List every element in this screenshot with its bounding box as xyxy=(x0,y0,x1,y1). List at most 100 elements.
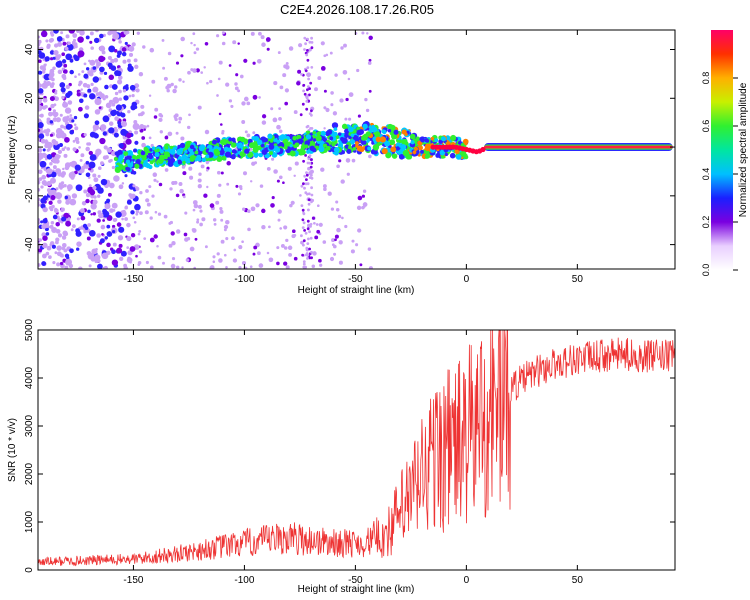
heatmap-cell xyxy=(126,58,131,63)
heatmap-cell xyxy=(352,134,359,141)
heatmap-cell xyxy=(148,136,152,140)
heatmap-cell xyxy=(125,138,132,145)
heatmap-cell xyxy=(324,130,331,137)
heatmap-cell xyxy=(250,31,255,36)
heatmap-cell xyxy=(106,224,111,229)
heatmap-x-tick-label: 0 xyxy=(464,274,470,285)
heatmap-cell xyxy=(307,157,311,161)
heatmap-cell xyxy=(206,81,209,85)
heatmap-cell xyxy=(322,184,327,189)
heatmap-cell xyxy=(218,60,223,65)
heatmap-cell xyxy=(88,184,92,187)
heatmap-cell xyxy=(118,40,122,44)
heatmap-cell xyxy=(49,207,54,212)
heatmap-cell xyxy=(138,250,143,254)
heatmap-cell xyxy=(136,101,140,105)
heatmap-cell xyxy=(205,154,210,159)
snr-y-tick-label: 3000 xyxy=(24,414,35,437)
heatmap-cell xyxy=(306,88,309,92)
heatmap-cell xyxy=(167,131,173,137)
heatmap-cell xyxy=(57,233,63,238)
heatmap-cell xyxy=(122,59,127,64)
heatmap-cell xyxy=(302,159,305,163)
heatmap-cell xyxy=(179,142,186,149)
heatmap-cell xyxy=(121,47,127,52)
heatmap-cell xyxy=(42,218,48,224)
heatmap-cell xyxy=(65,84,70,90)
heatmap-cell xyxy=(118,89,122,94)
heatmap-cell xyxy=(157,212,162,216)
heatmap-cell xyxy=(305,173,309,177)
heatmap-cell xyxy=(38,97,43,102)
heatmap-cell xyxy=(224,151,232,158)
heatmap-cell xyxy=(102,155,108,160)
heatmap-cell xyxy=(225,237,229,241)
heatmap-cell xyxy=(384,140,391,147)
heatmap-cell xyxy=(38,104,43,112)
heatmap-cell xyxy=(241,260,247,266)
heatmap-cell xyxy=(257,251,261,256)
heatmap-cell xyxy=(146,202,151,207)
heatmap-cell xyxy=(64,137,70,143)
heatmap-cell xyxy=(218,258,223,263)
heatmap-cell xyxy=(313,221,316,225)
heatmap-cell xyxy=(95,148,102,156)
heatmap-cell xyxy=(220,239,225,244)
heatmap-cell xyxy=(50,57,54,61)
heatmap-y-tick-label: -40 xyxy=(24,237,35,252)
heatmap-cell xyxy=(48,38,54,43)
heatmap-cell xyxy=(74,136,80,142)
heatmap-cell xyxy=(221,131,225,135)
heatmap-cell xyxy=(118,97,123,101)
heatmap-cell xyxy=(225,82,230,87)
heatmap-cell xyxy=(420,149,424,154)
heatmap-cell xyxy=(305,134,312,140)
heatmap-cell xyxy=(90,213,93,216)
heatmap-cell xyxy=(285,238,289,243)
heatmap-cell xyxy=(338,260,343,265)
heatmap-cell xyxy=(291,229,296,234)
heatmap-cell xyxy=(305,53,309,57)
heatmap-cell xyxy=(192,200,198,205)
heatmap-cell xyxy=(194,150,199,155)
heatmap-cell xyxy=(271,196,275,200)
heatmap-cell xyxy=(50,221,55,225)
heatmap-cell xyxy=(88,150,93,156)
heatmap-cell xyxy=(47,189,55,196)
heatmap-cell xyxy=(55,187,59,191)
heatmap-cell xyxy=(223,146,229,152)
heatmap-cell xyxy=(340,46,344,50)
heatmap-cell xyxy=(189,175,194,180)
heatmap-cell xyxy=(99,33,104,39)
heatmap-cell xyxy=(278,129,283,134)
heatmap-cell xyxy=(163,151,170,158)
heatmap-cell xyxy=(310,46,314,50)
heatmap-cell xyxy=(391,153,398,159)
heatmap-cell xyxy=(39,160,47,168)
heatmap-cell xyxy=(323,106,327,110)
heatmap-cell xyxy=(57,199,62,204)
heatmap-cell xyxy=(79,208,85,214)
heatmap-cell xyxy=(148,164,153,170)
heatmap-cell xyxy=(268,144,275,150)
heatmap-cell xyxy=(301,102,305,106)
heatmap-cell xyxy=(124,41,128,45)
heatmap-cell xyxy=(344,117,348,121)
heatmap-cell xyxy=(46,153,53,160)
heatmap-cell xyxy=(144,210,149,215)
heatmap-cell xyxy=(61,95,65,100)
heatmap-cell xyxy=(175,193,180,198)
heatmap-cell xyxy=(52,109,57,113)
heatmap-cell xyxy=(124,217,129,221)
heatmap-cell xyxy=(55,168,62,175)
heatmap-cell xyxy=(293,174,296,178)
heatmap-cell xyxy=(128,45,135,52)
heatmap-cell xyxy=(64,195,69,200)
heatmap-cell xyxy=(304,144,309,149)
heatmap-cell xyxy=(302,243,305,247)
heatmap-cell xyxy=(156,245,159,248)
heatmap-cell xyxy=(450,134,457,142)
heatmap-cell xyxy=(171,180,176,186)
heatmap-cell xyxy=(365,108,370,113)
heatmap-cell xyxy=(128,94,132,98)
